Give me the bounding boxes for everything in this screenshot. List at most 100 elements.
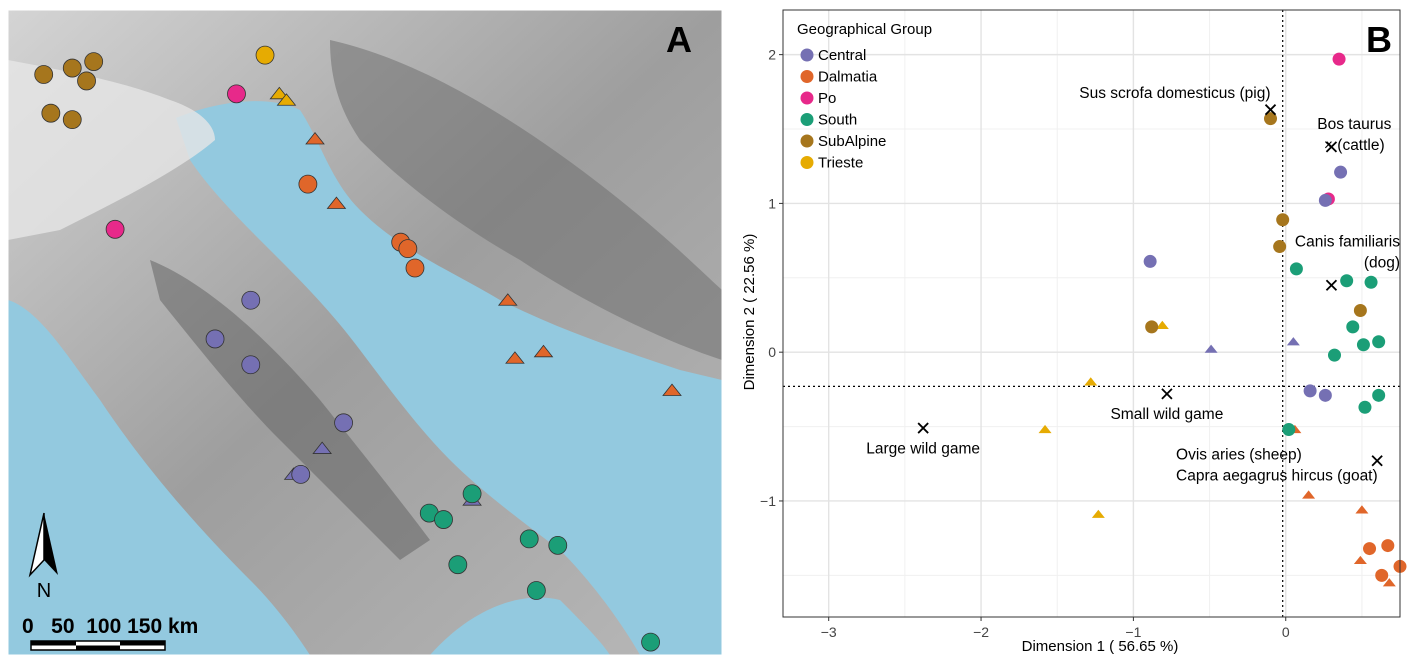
x-tick-label: −3 bbox=[821, 624, 837, 640]
grid bbox=[783, 10, 1400, 617]
scatter-point-12 bbox=[1155, 320, 1169, 329]
scatter-point-24 bbox=[1358, 400, 1372, 414]
legend-label-central: Central bbox=[818, 47, 866, 64]
panel-a-map: A N 0 50 100 150 km bbox=[7, 9, 723, 656]
species-marker-1 bbox=[1325, 141, 1338, 153]
po-plain bbox=[8, 60, 215, 240]
map-site-9 bbox=[227, 84, 246, 104]
scale-bar-seg-1 bbox=[31, 641, 76, 646]
map-frame bbox=[7, 9, 723, 656]
legend-label-south: South bbox=[818, 112, 857, 129]
legend-swatch-subalpine bbox=[800, 134, 814, 148]
species-label: Small wild game bbox=[1110, 406, 1223, 423]
map-site-22 bbox=[205, 329, 225, 349]
scatter-point-32 bbox=[1363, 542, 1377, 556]
panel-b-chart: Sus scrofa domesticus (pig) Bos taurus × (… bbox=[741, 9, 1407, 655]
map-site-2 bbox=[84, 52, 104, 71]
species-marker-5 bbox=[1371, 455, 1383, 467]
north-arrow: N bbox=[28, 512, 58, 602]
map-site-35 bbox=[526, 581, 546, 600]
map-site-19 bbox=[533, 344, 554, 358]
panel-a-label: A bbox=[666, 19, 692, 60]
scatter-point-5 bbox=[1276, 213, 1290, 227]
species-cross bbox=[1325, 279, 1338, 291]
panel-b-label: B bbox=[1366, 19, 1392, 60]
axis-ticks: −3 −2 −1 0 −1 0 1 2 bbox=[760, 47, 1290, 640]
species-label: (dog) bbox=[1364, 255, 1400, 272]
scatter-point-14 bbox=[1346, 320, 1360, 334]
species-label: Bos taurus bbox=[1317, 116, 1391, 133]
map-site-11 bbox=[305, 131, 325, 145]
reference-lines bbox=[783, 10, 1400, 617]
scatter-point-19 bbox=[1327, 348, 1341, 362]
map-site-13 bbox=[326, 196, 347, 209]
scatter-point-10 bbox=[1364, 275, 1378, 289]
scatter-point-33 bbox=[1353, 555, 1367, 565]
y-axis-label: Dimension 2 ( 22.56 %) bbox=[741, 234, 758, 391]
y-tick-label: 0 bbox=[768, 344, 776, 360]
species-cross bbox=[1325, 141, 1338, 153]
species-label: × (cattle) bbox=[1324, 137, 1385, 154]
species-cross bbox=[1264, 104, 1277, 116]
plot-frame bbox=[782, 9, 1401, 618]
scatter-point-20 bbox=[1084, 377, 1098, 386]
scatter-point-7 bbox=[1143, 254, 1157, 268]
gulf-taranto bbox=[430, 597, 610, 655]
scatter-point-26 bbox=[1282, 423, 1296, 437]
scatter-point-2 bbox=[1334, 165, 1348, 179]
scatter-point-31 bbox=[1381, 539, 1395, 553]
scatter-point-8 bbox=[1289, 262, 1303, 276]
y-tick-label: 1 bbox=[768, 195, 776, 211]
scale-bar-seg-2 bbox=[76, 645, 120, 650]
scatter-point-11 bbox=[1353, 304, 1367, 318]
x-tick-label: −2 bbox=[973, 624, 989, 640]
scatter-point-15 bbox=[1356, 338, 1370, 352]
legend-label-trieste: Trieste bbox=[818, 155, 863, 172]
map-site-21 bbox=[241, 290, 261, 310]
legend-label-dalmatia: Dalmatia bbox=[818, 69, 878, 86]
map-site-36 bbox=[641, 632, 660, 652]
species-markers: Sus scrofa domesticus (pig) Bos taurus × (… bbox=[866, 85, 1400, 485]
scatter-point-21 bbox=[1303, 384, 1317, 398]
scatter-point-1 bbox=[1264, 112, 1278, 126]
map-site-31 bbox=[434, 510, 453, 529]
scatter-point-23 bbox=[1372, 388, 1386, 402]
species-marker-0 bbox=[1264, 104, 1277, 116]
scatter-point-0 bbox=[1332, 52, 1346, 66]
map-site-27 bbox=[291, 464, 311, 484]
map-site-20 bbox=[662, 383, 682, 396]
map-site-4 bbox=[41, 103, 61, 123]
map-site-12 bbox=[298, 174, 318, 194]
y-tick-label: −1 bbox=[760, 493, 776, 509]
x-tick-label: 0 bbox=[1282, 624, 1290, 640]
map-site-1 bbox=[62, 58, 82, 78]
species-marker-2 bbox=[1325, 279, 1338, 291]
species-label: Sus scrofa domesticus (pig) bbox=[1079, 85, 1270, 102]
species-label: Capra aegagrus hircus (goat) bbox=[1176, 467, 1378, 484]
scale-bar: 0 50 100 150 km bbox=[22, 615, 198, 651]
map-site-0 bbox=[34, 65, 54, 84]
scatter-point-28 bbox=[1302, 490, 1316, 499]
dalmatian-mountains bbox=[330, 40, 722, 360]
species-cross bbox=[917, 422, 929, 434]
map-site-24 bbox=[334, 413, 353, 433]
map-sites bbox=[34, 45, 682, 652]
scatter-point-27 bbox=[1038, 424, 1052, 434]
species-marker-3 bbox=[1161, 388, 1173, 400]
map-site-29 bbox=[462, 484, 482, 504]
map-site-5 bbox=[62, 110, 82, 130]
legend: Geographical Group Central Dalmatia Po Sout… bbox=[797, 21, 932, 172]
scatter-point-22 bbox=[1318, 388, 1332, 402]
map-site-7 bbox=[269, 86, 290, 100]
legend-label-subalpine: SubAlpine bbox=[818, 133, 886, 150]
scatter-point-18 bbox=[1204, 344, 1218, 353]
scatter-point-13 bbox=[1145, 320, 1159, 334]
data-points bbox=[1038, 52, 1407, 587]
map-site-3 bbox=[77, 71, 96, 91]
map-site-33 bbox=[548, 535, 568, 555]
adriatic-sea bbox=[176, 101, 722, 655]
scatter-point-17 bbox=[1286, 337, 1300, 346]
scatter-point-6 bbox=[1273, 240, 1287, 254]
map-site-25 bbox=[312, 441, 332, 454]
